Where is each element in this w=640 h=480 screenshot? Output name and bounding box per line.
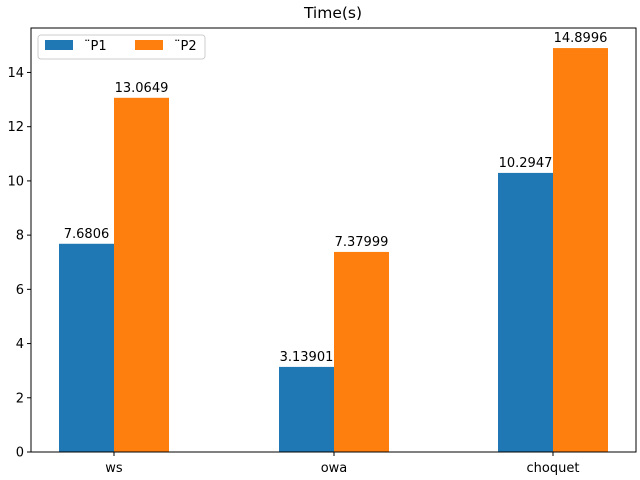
bar-choquet-series1 [498,172,553,452]
data-labels-group: 7.6806 3.13901 10.2947 13.0649 7.37999 14.899… [64,31,608,365]
legend-swatch-p2 [135,40,163,50]
bar-choquet-series2 [553,48,608,452]
y-tick-label-2: 2 [16,391,24,406]
data-label-owa-series1: 3.13901 [280,350,334,365]
y-tick-label-0: 0 [16,446,24,461]
y-tick-label-12: 12 [7,120,24,135]
x-tick-label-owa: owa [321,461,348,476]
legend-label-p2: ¨P2 [174,39,197,54]
bar-ws-series2 [114,97,169,452]
legend-label-p1: ¨P1 [84,39,107,54]
y-tick-label-14: 14 [7,66,24,81]
x-tick-label-choquet: choquet [527,461,580,476]
legend-swatch-p1 [45,40,73,50]
y-axis: 0 2 4 6 8 10 12 14 [7,66,31,461]
data-label-ws-series1: 7.6806 [64,227,110,242]
bar-ws-series1 [59,243,114,452]
bars-group [59,48,608,452]
bar-owa-series1 [279,366,334,452]
data-label-choquet-series1: 10.2947 [499,156,553,171]
y-tick-label-6: 6 [16,283,24,298]
legend-box [37,34,206,60]
plot-frame [30,27,637,453]
y-tick-label-8: 8 [16,229,24,244]
data-label-choquet-series2: 14.8996 [554,31,608,46]
x-tick-label-ws: ws [105,461,123,476]
legend: ¨P1 ¨P2 [37,34,206,60]
data-label-owa-series2: 7.37999 [335,235,389,250]
data-label-ws-series2: 13.0649 [115,81,169,96]
chart-title: Time(s) [303,4,362,22]
y-tick-label-10: 10 [7,174,24,189]
x-axis: ws owa choquet [105,452,579,476]
y-tick-label-4: 4 [16,337,24,352]
bar-owa-series2 [334,251,389,452]
